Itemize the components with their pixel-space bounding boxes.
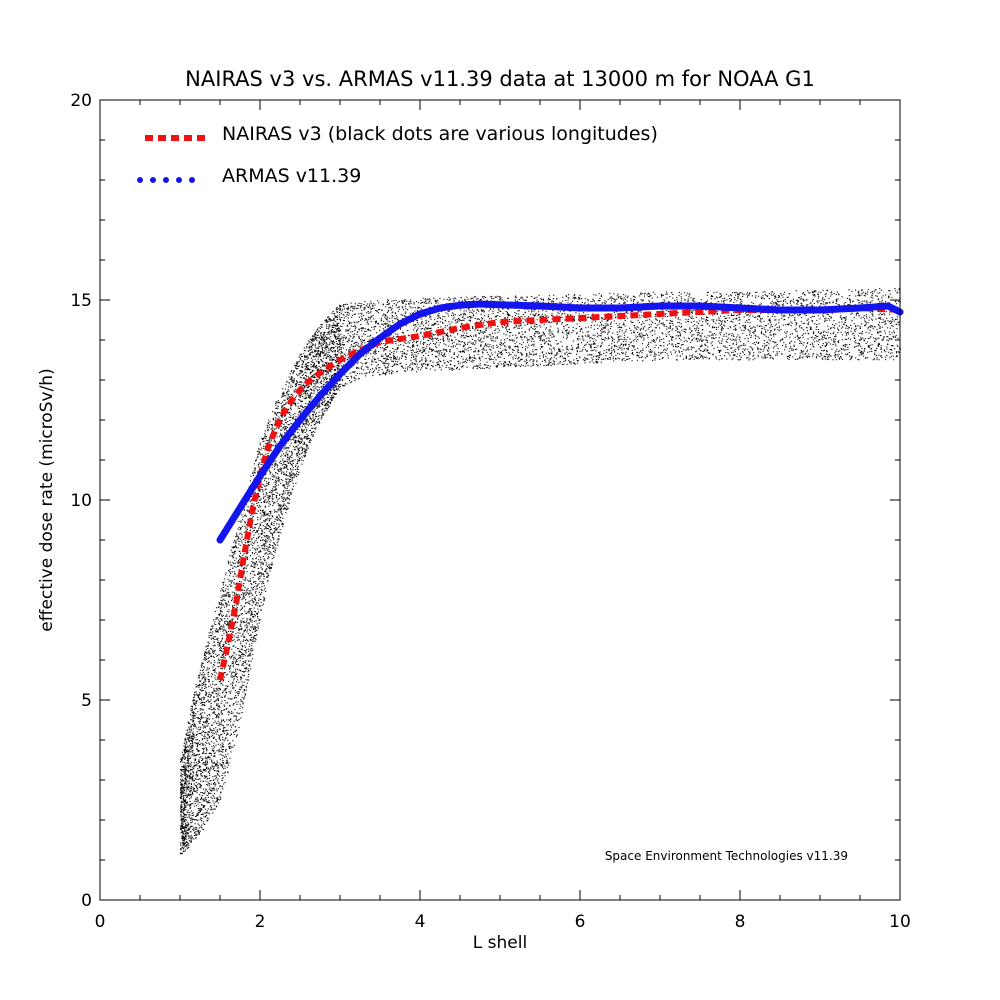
x-tick-label: 4: [415, 912, 426, 932]
y-tick-label: 0: [81, 891, 92, 911]
chart-title: NAIRAS v3 vs. ARMAS v11.39 data at 13000…: [185, 67, 815, 91]
y-tick-label: 15: [70, 291, 92, 311]
x-tick-label: 8: [735, 912, 746, 932]
series-armas-line: [216, 300, 904, 544]
legend-label: ARMAS v11.39: [222, 165, 361, 187]
x-tick-label: 6: [575, 912, 586, 932]
y-tick-label: 5: [81, 691, 92, 711]
y-axis-label: effective dose rate (microSv/h): [37, 368, 57, 631]
legend-label: NAIRAS v3 (black dots are various longit…: [222, 123, 658, 145]
legend: NAIRAS v3 (black dots are various longit…: [137, 123, 658, 187]
y-tick-label: 20: [70, 91, 92, 111]
series-layer: [216, 300, 904, 681]
x-tick-label: 0: [95, 912, 106, 932]
x-tick-label: 2: [255, 912, 266, 932]
credit-annotation: Space Environment Technologies v11.39: [605, 849, 848, 863]
x-axis-label: L shell: [473, 933, 527, 953]
axes: 0 2 4 6 8 10 0 5 10 15 20: [70, 91, 910, 932]
y-tick-label: 10: [70, 491, 92, 511]
x-tick-label: 10: [889, 912, 911, 932]
longitude-dots-cloud: [180, 288, 901, 855]
series-nairas-line: [217, 304, 901, 681]
